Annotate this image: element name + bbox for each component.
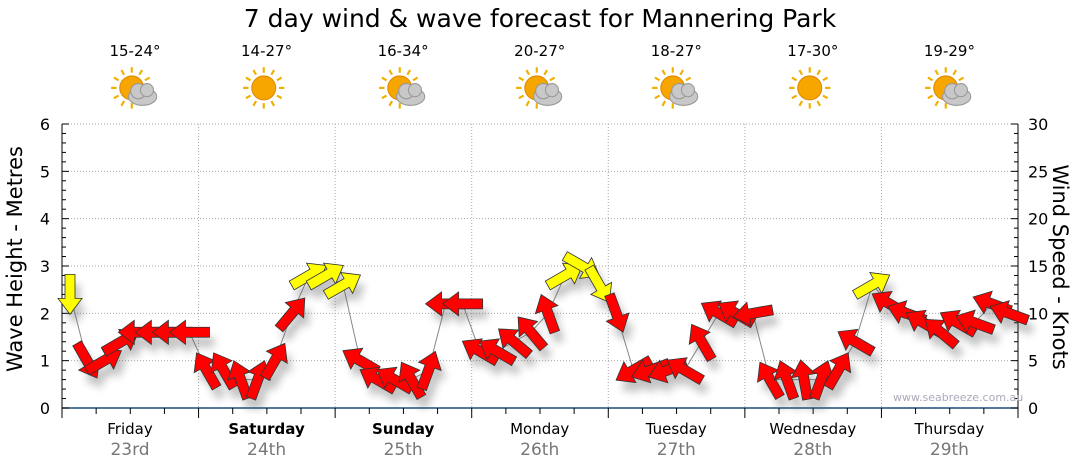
day-label: Thursday 29th [881, 420, 1017, 460]
y-tick-label: 6 [40, 115, 50, 134]
wind-arrow [441, 291, 484, 317]
temperature-range: 14-27° [241, 42, 293, 60]
wind-arrow [700, 300, 740, 329]
day-date: 25th [383, 440, 423, 460]
y2-tick-label: 15 [1028, 257, 1048, 276]
temperature-range: 15-24° [109, 42, 161, 60]
wind-arrow [534, 293, 561, 335]
wind-arrow [989, 300, 1030, 326]
y2-tick-label: 25 [1028, 162, 1048, 181]
day-date: 28th [793, 440, 833, 460]
wind-arrow [615, 355, 654, 384]
wind-arrow [322, 272, 362, 300]
day-forecast-saturday: 14-27° [199, 42, 335, 112]
day-name: Monday [510, 420, 570, 438]
wind-arrow [57, 273, 83, 316]
sun-icon [242, 67, 284, 109]
wind-arrow [666, 357, 705, 386]
chart-title: 7 day wind & wave forecast for Mannering… [243, 4, 837, 33]
day-forecast-sunday: 16-34° [335, 42, 471, 112]
wind-arrow [210, 352, 239, 391]
day-forecast-wednesday: 17-30° [745, 42, 881, 112]
arrow-shadow [328, 282, 366, 310]
wind-arrow [517, 316, 549, 352]
day-name: Wednesday [769, 420, 857, 438]
watermark: www.seabreeze.com.au [893, 391, 1024, 404]
temperature-range: 16-34° [377, 42, 429, 60]
day-date: 26th [520, 440, 560, 460]
day-label: Saturday 24th [199, 420, 335, 460]
y-tick-label: 0 [40, 399, 50, 418]
wind-arrow [732, 301, 774, 327]
day-label: Sunday 25th [335, 420, 471, 460]
day-name: Saturday [228, 420, 305, 438]
wind-arrow [359, 366, 398, 395]
day-date: 24th [247, 440, 287, 460]
arrow-shadow [550, 273, 588, 300]
temperature-range: 20-27° [514, 42, 566, 60]
wind-arrow [584, 264, 613, 303]
wind-arrow [305, 262, 344, 291]
y2-tick-label: 0 [1028, 399, 1038, 418]
day-label: Friday 23rd [62, 420, 198, 460]
wind-arrow [837, 328, 876, 357]
temperature-range: 17-30° [787, 42, 839, 60]
sun-icon [788, 67, 831, 109]
sun-cloud-icon [652, 67, 699, 109]
day-label: Tuesday 27th [608, 420, 744, 460]
y-tick-label: 4 [40, 210, 50, 229]
day-name: Friday [107, 420, 153, 438]
day-forecast-tuesday: 18-27° [608, 42, 744, 112]
temperature-range: 18-27° [650, 42, 702, 60]
wind-arrow [790, 359, 817, 401]
wind-arrow [823, 352, 852, 391]
wind-arrow [274, 297, 306, 333]
wind-arrow [478, 338, 518, 367]
day-name: Tuesday [645, 420, 707, 438]
y2-tick-label: 30 [1028, 115, 1048, 134]
temperature-range: 19-29° [923, 42, 975, 60]
wind-arrow [955, 309, 996, 335]
arrow-shadow [89, 358, 127, 385]
day-forecast-monday: 20-27° [472, 42, 608, 112]
day-date: 23rd [110, 440, 150, 460]
sun-cloud-icon [111, 67, 158, 109]
y-tick-label: 3 [40, 257, 50, 276]
day-label: Monday 26th [472, 420, 608, 460]
wind-arrow [168, 319, 210, 346]
y-tick-label: 1 [40, 352, 50, 371]
day-forecast-thursday: 19-29° [881, 42, 1017, 112]
y2-tick-label: 20 [1028, 210, 1048, 229]
wind-arrow [604, 292, 630, 333]
wind-arrow [939, 309, 979, 338]
sun-cloud-icon [925, 67, 972, 109]
wind-arrow [259, 342, 288, 382]
wind-arrow [688, 323, 717, 363]
wind-arrow [416, 350, 442, 392]
wind-arrow [544, 262, 583, 291]
y2-tick-label: 5 [1028, 352, 1038, 371]
wind-arrow [398, 361, 427, 400]
day-date: 27th [656, 440, 696, 460]
sun-cloud-icon [379, 67, 426, 109]
wind-arrow [461, 338, 501, 367]
y-tick-label: 5 [40, 162, 50, 181]
y-tick-label: 2 [40, 304, 50, 323]
wind-arrow [851, 272, 891, 300]
day-forecast-friday: 15-24° [67, 42, 203, 112]
sun-cloud-icon [515, 67, 562, 109]
day-label: Wednesday 28th [745, 420, 881, 460]
y2-tick-label: 10 [1028, 304, 1048, 323]
day-name: Sunday [371, 420, 435, 438]
day-name: Thursday [914, 420, 985, 438]
day-date: 29th [929, 440, 969, 460]
wind-arrow [498, 328, 533, 359]
